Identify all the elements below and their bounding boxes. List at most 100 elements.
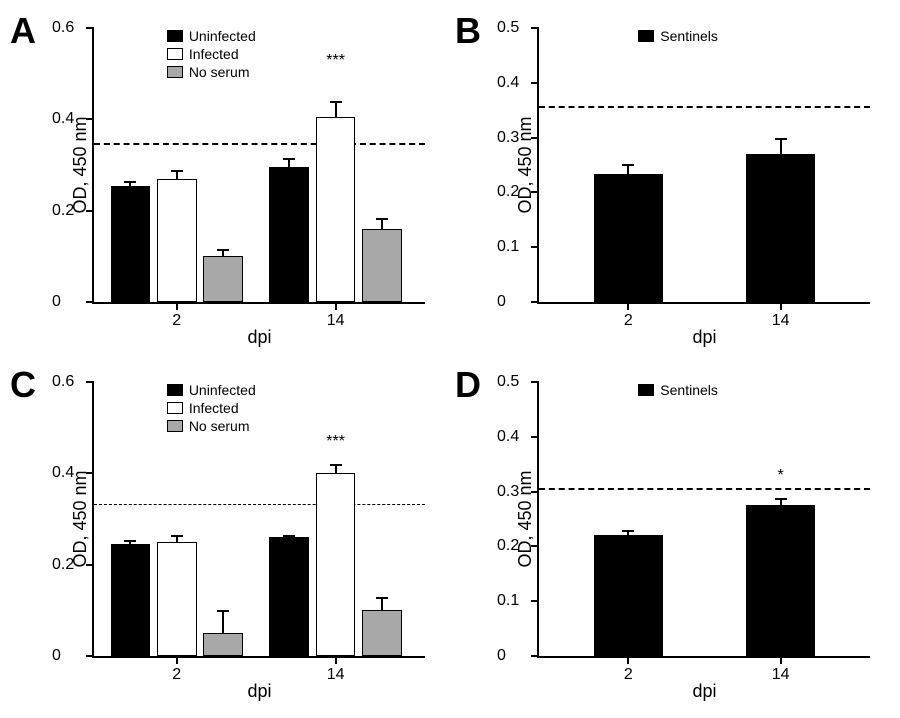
- y-tick: [86, 301, 94, 303]
- error-bar: [780, 138, 782, 154]
- bar: [269, 167, 309, 302]
- error-cap: [124, 540, 136, 542]
- error-cap: [775, 138, 787, 140]
- error-cap: [171, 535, 183, 537]
- y-tick-label: 0.4: [497, 428, 519, 446]
- y-tick-label: 0.3: [497, 483, 519, 501]
- error-cap: [622, 164, 634, 166]
- error-cap: [330, 464, 342, 466]
- legend-swatch: [167, 48, 183, 60]
- x-tick: [780, 302, 782, 310]
- error-cap: [376, 218, 388, 220]
- x-tick-label: 14: [327, 312, 345, 330]
- y-tick: [531, 191, 539, 193]
- legend: Uninfected Infected No serum: [167, 28, 256, 82]
- legend-label: No serum: [189, 64, 250, 80]
- legend-label: Infected: [189, 46, 239, 62]
- significance-label: ***: [326, 52, 345, 70]
- bar: [594, 174, 664, 302]
- legend-row: Uninfected: [167, 382, 256, 398]
- legend-swatch: [638, 30, 654, 42]
- y-tick: [531, 246, 539, 248]
- y-tick: [531, 27, 539, 29]
- x-tick-label: 14: [327, 666, 345, 684]
- bar: [316, 117, 356, 302]
- bar: [362, 229, 402, 302]
- y-tick-label: 0.4: [52, 464, 74, 482]
- cutoff-line: [94, 504, 425, 505]
- y-tick-label: 0.2: [52, 556, 74, 574]
- y-tick: [531, 491, 539, 493]
- y-tick-label: 0.5: [497, 19, 519, 37]
- x-tick: [335, 656, 337, 664]
- bar: [746, 154, 816, 302]
- x-tick-label: 14: [772, 666, 790, 684]
- panel-c-ylabel: OD, 450 nm: [70, 470, 91, 567]
- bar: [157, 542, 197, 656]
- bar: [362, 610, 402, 656]
- legend-label: Uninfected: [189, 28, 256, 44]
- error-cap: [775, 498, 787, 500]
- x-tick: [627, 656, 629, 664]
- x-tick-label: 2: [624, 312, 633, 330]
- x-tick-label: 2: [172, 666, 181, 684]
- x-tick: [176, 656, 178, 664]
- significance-label: *: [778, 467, 784, 485]
- legend-row: Sentinels: [638, 382, 718, 398]
- bar: [269, 537, 309, 656]
- y-tick-label: 0.1: [497, 238, 519, 256]
- panel-b-label: B: [455, 10, 481, 52]
- x-tick: [780, 656, 782, 664]
- y-tick-label: 0.6: [52, 373, 74, 391]
- panel-c-chart: OD, 450 nm dpi 00.20.40.6214***Uninfecte…: [92, 382, 425, 658]
- x-tick: [335, 302, 337, 310]
- panel-a: A OD, 450 nm dpi 00.20.40.6214***Uninfec…: [10, 10, 445, 354]
- y-tick: [531, 655, 539, 657]
- y-tick: [86, 472, 94, 474]
- y-tick: [531, 82, 539, 84]
- y-tick-label: 0.2: [497, 537, 519, 555]
- x-tick-label: 2: [172, 312, 181, 330]
- y-tick-label: 0.4: [52, 110, 74, 128]
- bar: [746, 505, 816, 656]
- panel-c-xlabel: dpi: [247, 681, 271, 702]
- error-bar: [335, 101, 337, 117]
- y-tick: [86, 655, 94, 657]
- legend-swatch: [167, 66, 183, 78]
- y-tick-label: 0.4: [497, 74, 519, 92]
- x-tick-label: 2: [624, 666, 633, 684]
- y-tick-label: 0.1: [497, 592, 519, 610]
- legend: UninfectedInfectedNo serum: [167, 382, 256, 436]
- error-cap: [171, 170, 183, 172]
- bar: [111, 186, 151, 302]
- legend-row: Uninfected: [167, 28, 256, 44]
- panel-b: B OD, 450 nm dpi 00.10.20.30.40.5214Sent…: [455, 10, 890, 354]
- legend-swatch: [167, 402, 183, 414]
- y-tick-label: 0: [497, 647, 506, 665]
- legend-label: Sentinels: [660, 28, 718, 44]
- panel-d-chart: OD, 450 nm dpi 00.10.20.30.40.5214*Senti…: [537, 382, 870, 658]
- error-cap: [376, 597, 388, 599]
- legend-row: Sentinels: [638, 28, 718, 44]
- error-cap: [622, 530, 634, 532]
- panel-a-chart: OD, 450 nm dpi 00.20.40.6214***Uninfecte…: [92, 28, 425, 304]
- legend-swatch: [167, 420, 183, 432]
- panel-b-xlabel: dpi: [692, 327, 716, 348]
- legend-label: Infected: [189, 400, 239, 416]
- legend-swatch: [638, 384, 654, 396]
- y-tick: [531, 600, 539, 602]
- cutoff-line: [94, 143, 425, 145]
- y-tick-label: 0.2: [52, 202, 74, 220]
- y-tick: [531, 301, 539, 303]
- y-tick: [86, 27, 94, 29]
- error-cap: [330, 101, 342, 103]
- y-tick-label: 0.2: [497, 183, 519, 201]
- legend: Sentinels: [638, 382, 718, 400]
- panel-a-ylabel: OD, 450 nm: [70, 116, 91, 213]
- y-tick-label: 0: [52, 647, 61, 665]
- y-tick: [86, 564, 94, 566]
- legend-swatch: [167, 30, 183, 42]
- y-tick-label: 0.3: [497, 129, 519, 147]
- legend-swatch: [167, 384, 183, 396]
- error-cap: [283, 158, 295, 160]
